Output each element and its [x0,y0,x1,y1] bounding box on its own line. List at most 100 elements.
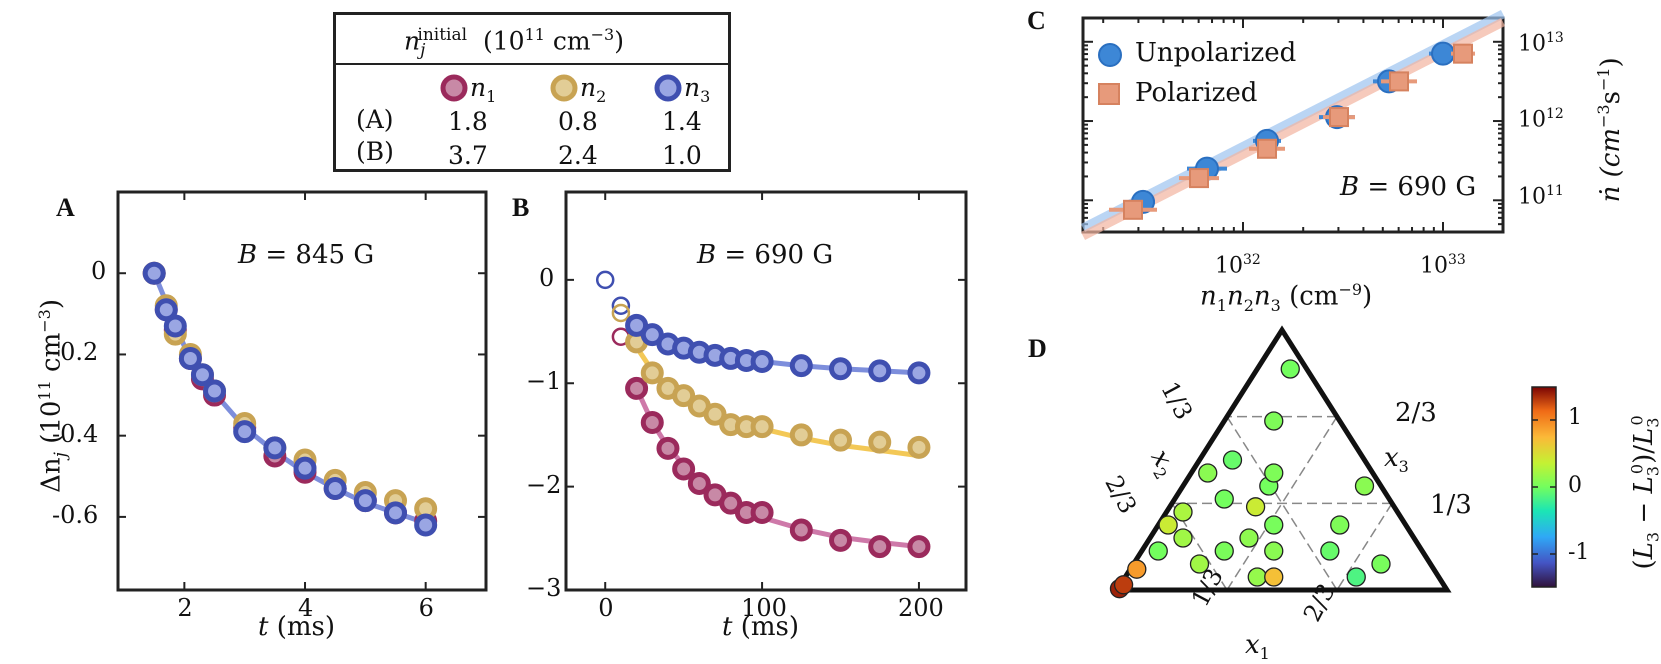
legend-unpolarized-marker [1098,43,1122,67]
point-n2 [750,415,774,439]
panel-c-xtick-1e32: 1032 [1215,252,1261,279]
legend-n2-marker [550,74,578,102]
row-a-n3: 1.4 [662,107,702,136]
panel-b-annotation: B = 690 G [697,240,834,270]
legend-table-markers [440,74,682,102]
y-tick-label: -0.4 [52,419,99,448]
panel-a-annotation: B = 845 G [238,240,375,270]
ternary-points [1109,359,1391,599]
point-n3 [829,357,853,381]
point-n3 [154,298,178,322]
panel-c-ticks [1083,18,1503,233]
legend-table-header: njinitial (1011 cm−3) [336,15,728,65]
point-n3 [178,347,202,371]
ternary-point [1189,554,1210,574]
panel-a-fit-line [151,272,427,526]
point-n1 [750,500,774,524]
colorbar-label: (L3 − L30)/L30 [1627,415,1661,570]
panel-c-ytick-1e12: 1012 [1518,106,1564,133]
ternary-triangle [1112,325,1452,593]
ternary-x3-label: x3 [1384,443,1409,477]
grid-x1 [1226,416,1338,591]
legend-n3-label: n3 [684,73,711,106]
panel-label-a: A [56,193,75,222]
panel-b-plot [564,190,968,592]
panel-a-plot [116,190,488,592]
legend-n1-marker [440,74,468,102]
panel-c-xlabel: n1n2n3 (cm−9) [1200,280,1373,315]
ternary-point [1239,528,1259,548]
x-tick-label: 100 [741,594,787,622]
ternary-point [1330,515,1350,535]
x-tick-label: 2 [177,594,193,622]
point-n1 [656,436,680,460]
panel-c-plot [1080,9,1506,241]
point-n2 [672,384,696,408]
panel-a-xlabel: t (ms) [258,612,336,642]
row-a-n1: 1.8 [448,107,488,136]
y-tick-label: 0 [539,263,555,292]
point-n1 [829,528,853,552]
legend-n3-marker [654,74,682,102]
legend-unpolarized-label: Unpolarized [1135,38,1297,68]
ternary-point [1113,575,1134,595]
point-n1 [907,535,931,559]
point-n3 [323,476,347,500]
point-n3 [353,489,377,513]
row-b-label: (B) [356,137,394,166]
open-point-n3 [611,296,631,315]
point-n3 [203,379,227,403]
ternary-point [1127,559,1147,579]
point-n1 [789,518,813,542]
ternary-point [1280,359,1300,379]
panel-a-ticks [118,192,486,590]
y-tick-label: -0.6 [52,500,99,529]
ternary-point [1158,515,1178,535]
panel-c-xtick-1e33: 1033 [1420,252,1466,279]
point-n3 [293,456,317,480]
ternary-point [1346,567,1366,587]
legend-polarized-marker [1098,83,1120,105]
point-n3 [190,363,214,387]
point-n3 [907,361,931,385]
point-polarized [1189,168,1209,189]
point-polarized [1257,138,1277,159]
legend-polarized-label: Polarized [1135,78,1258,108]
point-n2 [868,430,892,454]
point-n2 [703,402,727,426]
ternary-point [1214,541,1234,561]
point-polarized [1389,71,1409,92]
panel-b-points [595,270,931,559]
x-tick-label: 0 [598,594,614,622]
ternary-point [1371,554,1391,574]
panel-label-b: B [512,193,530,222]
ternary-point [1214,489,1234,509]
panel-b-ticks [566,192,966,591]
point-n1 [687,472,711,496]
panel-c-ytick-1e11: 1011 [1518,183,1564,210]
point-n2 [907,435,931,459]
point-n1 [868,535,892,559]
point-unpolarized [1431,41,1455,66]
panel-a-frame [116,190,488,592]
row-a-label: (A) [356,105,394,134]
point-polarized [1123,199,1143,220]
panel-d-ternary [1109,325,1557,599]
ternary-point [1354,476,1375,496]
fit-line [151,272,427,526]
ternary-point [1245,497,1266,517]
point-n3 [163,314,187,338]
row-b-n2: 2.4 [558,141,598,170]
grid-x3 [1336,502,1393,591]
point-n2 [640,361,664,385]
ternary-point [1148,541,1168,561]
point-polarized [1453,43,1473,64]
point-n1 [672,457,696,481]
panel-c-ylabel: ṅ (cm−3s−1) [1594,57,1626,203]
ternary-point [1264,515,1284,535]
panel-label-c: C [1027,6,1046,35]
panel-label-d: D [1028,334,1047,363]
point-n3 [142,261,166,285]
row-b-n1: 3.7 [448,141,488,170]
